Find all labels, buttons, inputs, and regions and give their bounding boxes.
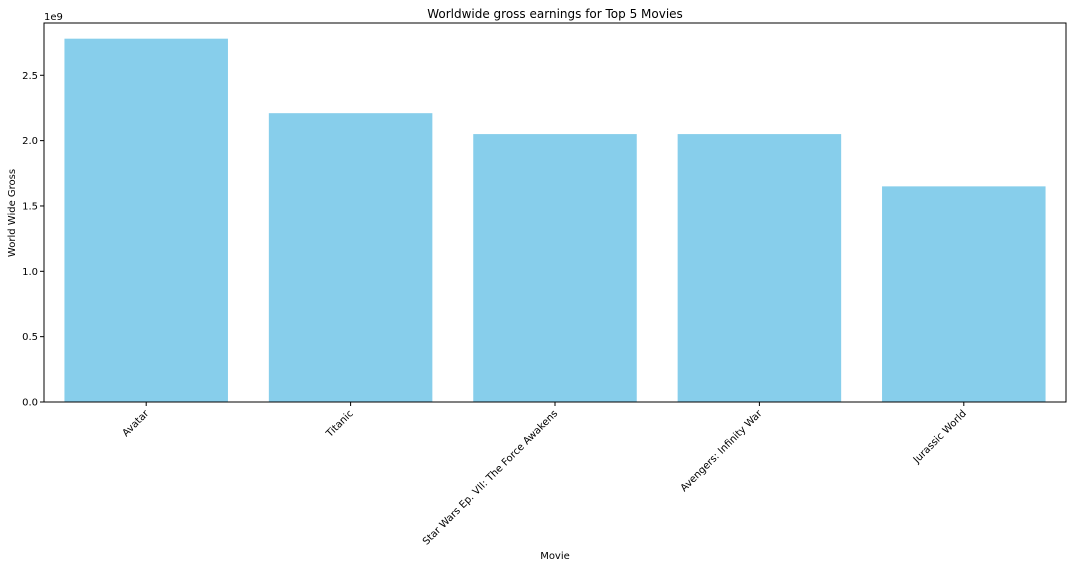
bar — [268, 113, 433, 402]
y-tick-label: 2.5 — [22, 71, 38, 82]
y-tick-label: 2.0 — [22, 136, 38, 147]
y-axis-label: World Wide Gross — [7, 169, 18, 257]
chart-title: Worldwide gross earnings for Top 5 Movie… — [427, 7, 683, 21]
y-offset-label: 1e9 — [44, 12, 63, 23]
x-axis-label: Movie — [540, 551, 570, 562]
x-tick-label: Avatar — [121, 408, 152, 439]
bar — [677, 134, 842, 402]
x-tick-label: Star Wars Ep. VII: The Force Awakens — [421, 408, 560, 547]
bars-layer — [64, 38, 1046, 402]
bar — [473, 134, 637, 402]
x-tick-label: Titanic — [324, 408, 356, 440]
plot-frame — [43, 22, 1067, 403]
y-tick-label: 1.5 — [22, 201, 38, 212]
bar — [882, 186, 1046, 402]
y-tick-label: 0.0 — [22, 398, 38, 409]
y-tick-label: 0.5 — [22, 332, 38, 343]
bar — [64, 38, 228, 402]
x-tick-label: Avengers: Infinity War — [679, 408, 765, 494]
x-tick-label: Jurassic World — [911, 408, 969, 466]
y-tick-label: 1.0 — [22, 267, 38, 278]
